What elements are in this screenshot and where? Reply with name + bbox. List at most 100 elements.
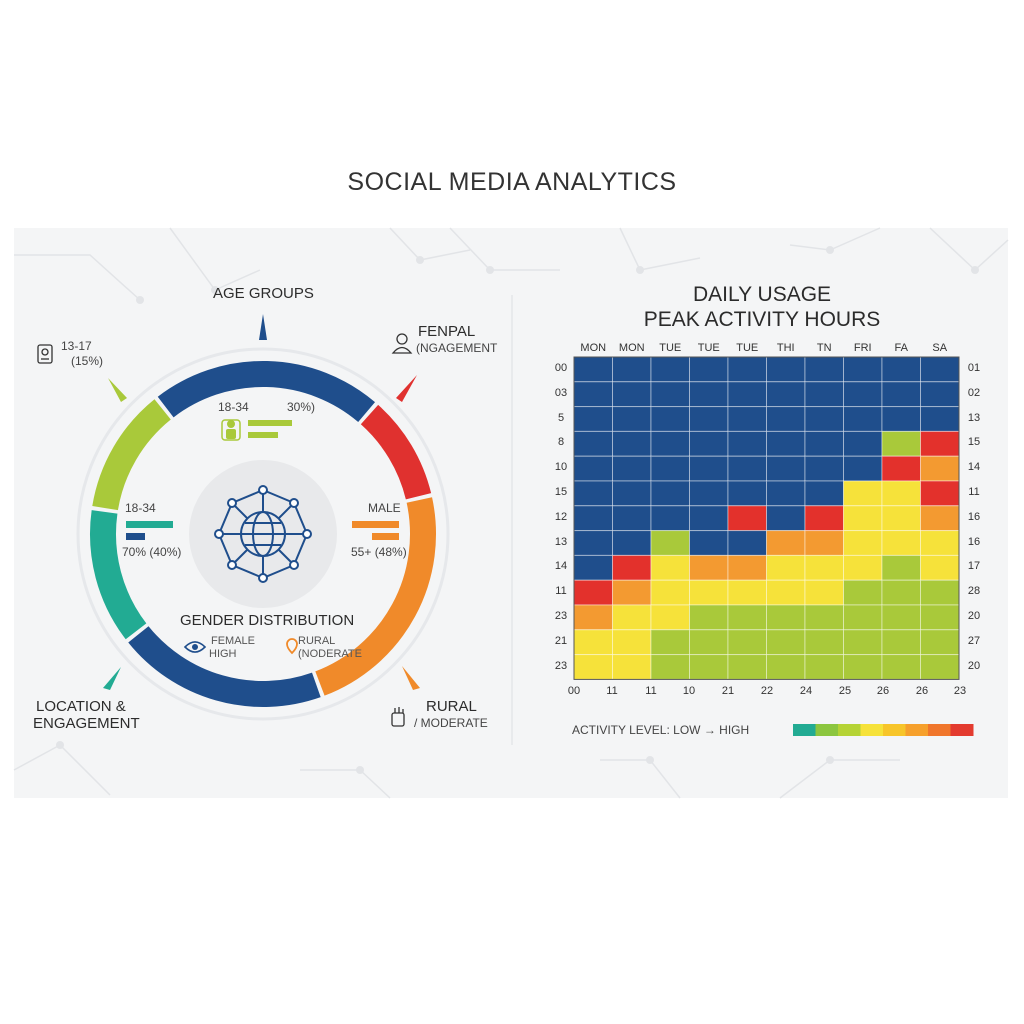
donut-segment-3 [315, 497, 436, 696]
heatmap-cell [920, 480, 960, 507]
fenpal-label: FENPAL [418, 323, 476, 340]
row-label-left: 21 [554, 634, 568, 647]
bar-18-34-left-a [126, 521, 173, 528]
network-nodes [214, 485, 312, 583]
heatmap-cell [612, 455, 652, 482]
row-label-right: 14 [967, 461, 981, 474]
heatmap-cell [881, 406, 921, 432]
heatmap-cell [766, 629, 806, 656]
donut-segment-4 [128, 626, 321, 707]
heatmap-cell [881, 629, 921, 656]
legend-label: ACTIVITY LEVEL: LOW → HIGH [572, 723, 750, 737]
heatmap-cell [766, 406, 806, 432]
heatmap-cell [689, 455, 729, 482]
heatmap-cell [804, 554, 844, 581]
heatmap-cell [920, 406, 960, 432]
heatmap-cell [727, 356, 767, 383]
donut-segments [90, 361, 436, 707]
heatmap-cell [612, 530, 652, 556]
heatmap-cell [689, 629, 729, 656]
heatmap-cell [650, 654, 690, 680]
heatmap-cell [804, 455, 844, 482]
heatmap-cell [843, 654, 883, 680]
heatmap-cell [650, 480, 690, 507]
heatmap-cell [881, 654, 921, 680]
rural-outer-label: RURAL [426, 698, 477, 715]
heatmap-cell [920, 430, 960, 457]
heatmap-cell [689, 554, 729, 581]
heatmap-cell [804, 505, 844, 532]
heatmap-cell [650, 381, 690, 408]
column-label: SA [932, 342, 948, 354]
id-card-icon [37, 344, 53, 364]
heatmap-cell [920, 505, 960, 532]
heatmap-cell [612, 579, 652, 606]
heatmap-cell [881, 455, 921, 482]
column-label: FRI [853, 342, 872, 354]
row-label-left: 10 [554, 461, 568, 474]
heatmap-cell [573, 480, 613, 507]
x-tick-label: 25 [838, 685, 852, 697]
row-label-right: 27 [967, 634, 981, 647]
row-label-left: 00 [554, 362, 568, 374]
heatmap-cell [727, 505, 767, 532]
inner-top-label: 18-34 [218, 400, 249, 414]
heatmap-cell [612, 430, 652, 457]
row-label-right: 02 [967, 386, 981, 399]
x-tick-label: 00 [567, 685, 581, 697]
row-label-right: 01 [967, 362, 981, 374]
heatmap-cell [920, 629, 960, 656]
heatmap-cell [650, 406, 690, 432]
heatmap-cell [804, 430, 844, 457]
row-label-right: 16 [967, 510, 981, 523]
heatmap-cell [766, 604, 806, 631]
pointer-bottom-left [103, 667, 121, 690]
heatmap-cell [843, 480, 883, 507]
row-label-left: 12 [554, 510, 568, 523]
inner-top-value: 30%) [287, 400, 316, 414]
bar-male-b [372, 533, 399, 540]
pointer-bottom-right [402, 666, 420, 690]
legend-swatch [950, 724, 974, 736]
heatmap-cell [573, 579, 613, 606]
inner-right-value: 55+ (48%) [351, 545, 407, 559]
row-label-right: 13 [967, 411, 981, 424]
heatmap-cell [920, 554, 960, 581]
heatmap-cell [804, 579, 844, 606]
row-label-left: 03 [554, 386, 568, 399]
bar-18-34-top-a [248, 420, 292, 426]
teen-label: 13-17 [61, 339, 92, 353]
heatmap-cell [689, 480, 729, 507]
location-pin-icon [286, 638, 298, 655]
row-label-right: 15 [967, 436, 981, 449]
location-label-1: LOCATION & [36, 698, 126, 715]
heatmap-cell [573, 629, 613, 656]
heatmap-cell [612, 406, 652, 432]
age-groups-label: AGE GROUPS [213, 285, 314, 302]
heatmap-title-line1: DAILY USAGE [692, 283, 832, 306]
row-label-left: 13 [554, 535, 568, 548]
heatmap-cell [920, 654, 960, 680]
heatmap-cell [689, 505, 729, 532]
legend-swatch [883, 724, 906, 736]
donut-segment-0 [92, 399, 172, 511]
legend-swatch [815, 724, 839, 736]
column-label: TN [816, 342, 832, 354]
legend-swatch [860, 724, 884, 736]
heatmap-cell [804, 381, 844, 408]
donut-segment-5 [90, 510, 147, 640]
heatmap-cell [573, 455, 613, 482]
row-label-left: 23 [554, 610, 568, 622]
heatmap-cell [920, 604, 960, 631]
heatmap-cell [650, 554, 690, 581]
eye-icon [183, 641, 207, 653]
heatmap-cell [650, 430, 690, 457]
heatmap-cell [766, 381, 806, 408]
column-label: MON [618, 342, 645, 354]
x-tick-label: 23 [953, 685, 967, 697]
x-tick-label: 24 [799, 685, 813, 697]
heatmap-cell [881, 430, 921, 457]
heatmap-cell [727, 406, 767, 432]
heatmap-cell [920, 530, 960, 556]
